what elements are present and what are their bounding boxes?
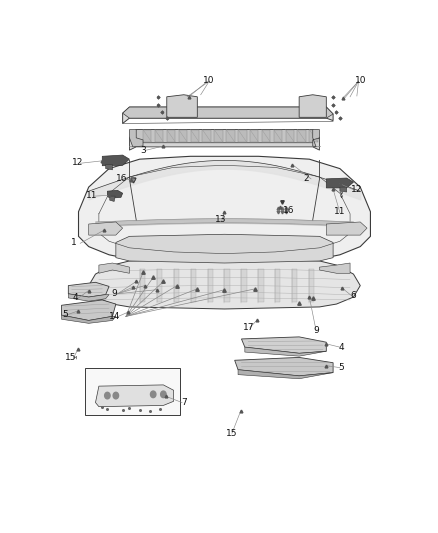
Text: 14: 14 [109, 312, 120, 321]
Polygon shape [143, 130, 152, 142]
Polygon shape [276, 269, 280, 302]
Text: 10: 10 [203, 76, 215, 85]
Polygon shape [286, 130, 294, 142]
Polygon shape [340, 187, 346, 192]
Polygon shape [123, 107, 333, 124]
Circle shape [161, 391, 166, 398]
Polygon shape [130, 130, 143, 147]
Bar [85, 368, 180, 415]
Polygon shape [241, 269, 247, 302]
Polygon shape [238, 130, 247, 142]
Text: 13: 13 [215, 215, 227, 224]
Text: 17: 17 [243, 323, 254, 332]
Text: 7: 7 [181, 398, 187, 407]
Polygon shape [191, 130, 199, 142]
Polygon shape [78, 156, 371, 264]
Polygon shape [61, 315, 116, 324]
Text: 9: 9 [313, 326, 319, 335]
Polygon shape [88, 259, 360, 309]
Text: 1: 1 [71, 238, 76, 247]
Polygon shape [110, 196, 115, 201]
Polygon shape [116, 235, 333, 263]
Polygon shape [202, 130, 211, 142]
Polygon shape [293, 269, 297, 302]
Polygon shape [208, 269, 212, 302]
Polygon shape [238, 370, 333, 379]
Circle shape [105, 392, 110, 399]
Polygon shape [167, 130, 175, 142]
Polygon shape [299, 95, 326, 117]
Text: 6: 6 [350, 292, 357, 300]
Text: 10: 10 [354, 76, 366, 85]
Polygon shape [68, 282, 109, 297]
Polygon shape [262, 130, 270, 142]
Text: 5: 5 [339, 363, 344, 372]
Text: 12: 12 [72, 158, 84, 167]
Polygon shape [326, 178, 353, 188]
Polygon shape [258, 269, 264, 302]
Polygon shape [140, 269, 145, 302]
Polygon shape [68, 294, 109, 301]
Polygon shape [88, 222, 123, 235]
Polygon shape [167, 95, 197, 117]
Text: 11: 11 [334, 207, 346, 216]
Polygon shape [107, 190, 123, 198]
Polygon shape [106, 165, 113, 170]
Text: 5: 5 [62, 310, 68, 319]
Text: 3: 3 [140, 146, 146, 155]
Circle shape [113, 392, 119, 399]
Polygon shape [155, 130, 163, 142]
Text: 4: 4 [339, 343, 344, 352]
Text: 2: 2 [303, 174, 309, 183]
Polygon shape [156, 269, 162, 302]
Polygon shape [173, 269, 179, 302]
Polygon shape [123, 107, 333, 118]
Text: 11: 11 [86, 191, 97, 200]
Polygon shape [214, 130, 223, 142]
Polygon shape [241, 337, 326, 353]
Text: 12: 12 [350, 184, 362, 193]
Polygon shape [297, 130, 306, 142]
Polygon shape [95, 385, 173, 407]
Polygon shape [226, 130, 235, 142]
Polygon shape [274, 130, 282, 142]
Polygon shape [224, 269, 230, 302]
Polygon shape [309, 269, 314, 302]
Polygon shape [309, 130, 318, 142]
Polygon shape [250, 130, 258, 142]
Text: 16: 16 [283, 206, 294, 215]
Circle shape [151, 391, 156, 398]
Polygon shape [320, 263, 350, 273]
Text: 4: 4 [72, 293, 78, 302]
Polygon shape [235, 358, 333, 376]
Polygon shape [191, 269, 196, 302]
Polygon shape [313, 130, 320, 147]
Polygon shape [99, 263, 130, 273]
Polygon shape [130, 130, 320, 150]
Text: 9: 9 [111, 289, 117, 298]
Polygon shape [326, 222, 367, 235]
Polygon shape [245, 347, 326, 356]
Text: 15: 15 [226, 429, 237, 438]
Text: 15: 15 [65, 353, 77, 362]
Polygon shape [102, 155, 130, 166]
Text: 16: 16 [116, 174, 128, 183]
Polygon shape [179, 130, 187, 142]
Polygon shape [61, 300, 116, 320]
Polygon shape [131, 178, 135, 182]
Polygon shape [130, 130, 320, 143]
